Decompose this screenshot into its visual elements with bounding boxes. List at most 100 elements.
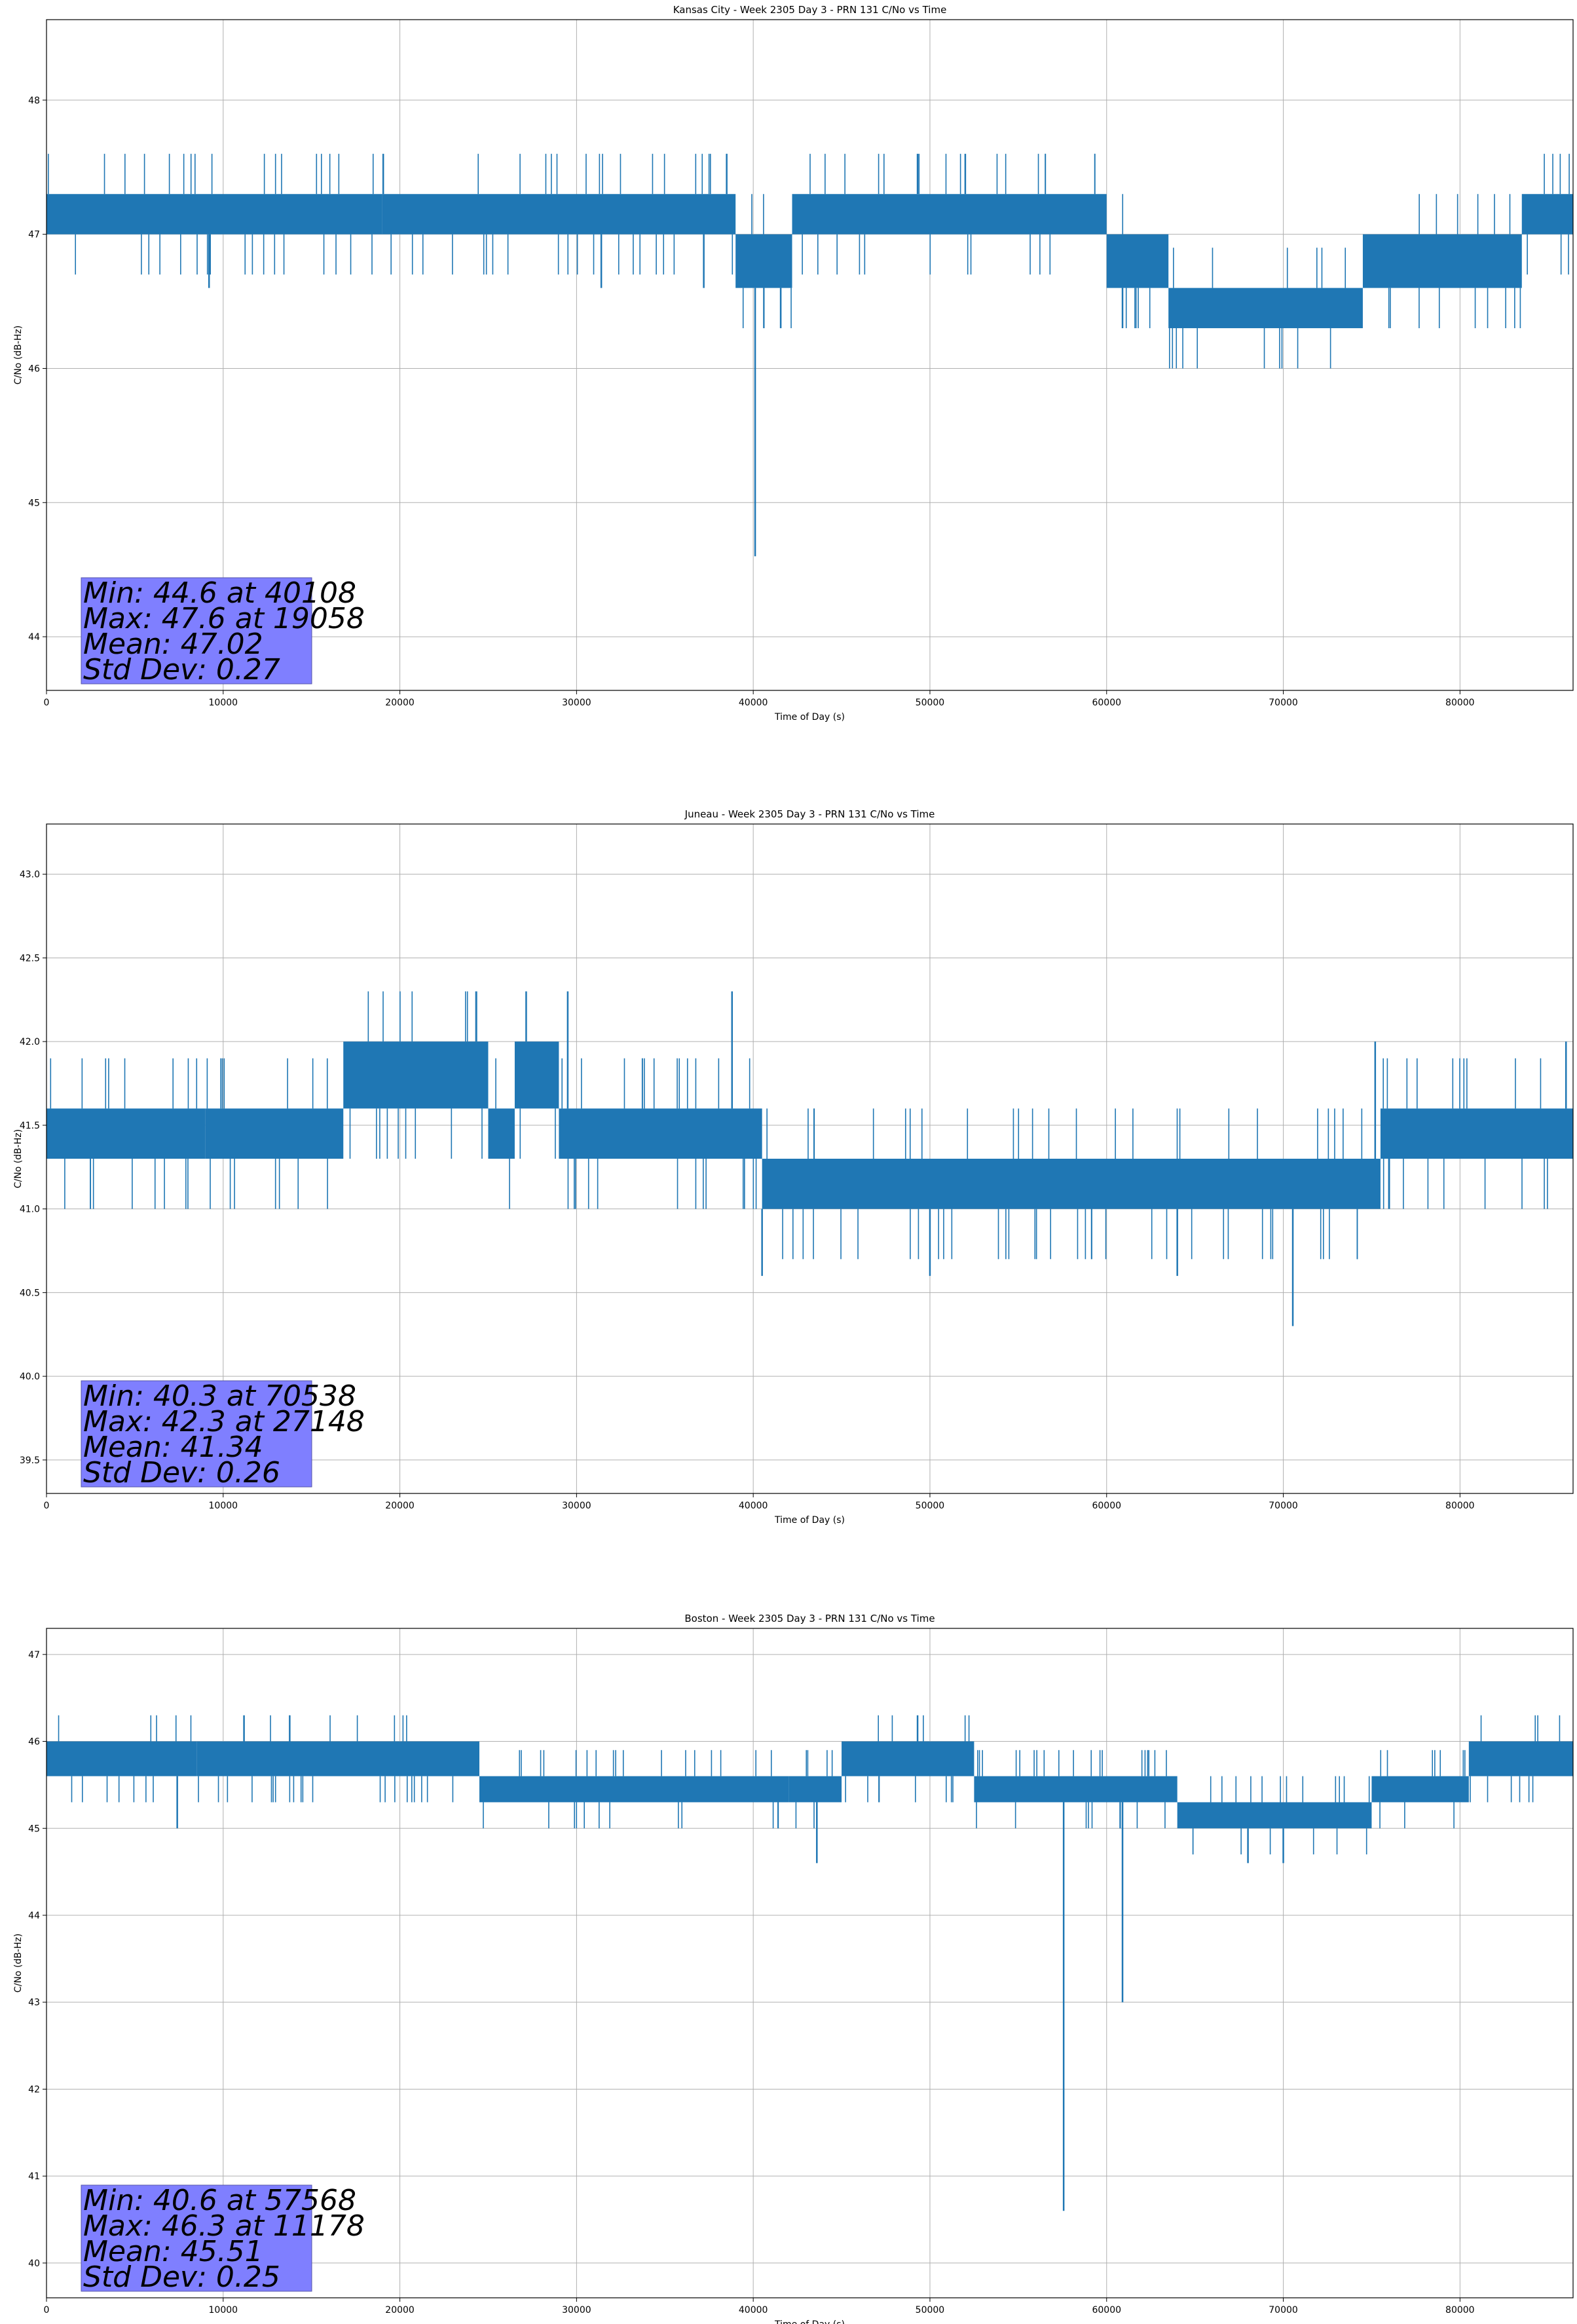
y-tick-label: 40.5 <box>20 1288 40 1298</box>
y-tick-label: 42.5 <box>20 953 40 964</box>
chart-title: Juneau - Week 2305 Day 3 - PRN 131 C/No … <box>684 808 935 820</box>
stat-std-dev: Std Dev: 0.25 <box>83 2260 280 2294</box>
x-tick-label: 30000 <box>562 1501 591 1511</box>
stat-max: Max: 42.3 at 27148 <box>83 1405 365 1438</box>
x-tick-label: 70000 <box>1269 2305 1298 2315</box>
signal-band <box>1371 1776 1469 1803</box>
data-series <box>46 153 1573 557</box>
y-tick-label: 39.5 <box>20 1455 40 1466</box>
x-tick-label: 80000 <box>1445 1501 1475 1511</box>
signal-band <box>205 1108 344 1159</box>
y-tick-label: 40.0 <box>20 1372 40 1382</box>
x-tick-label: 70000 <box>1269 1501 1298 1511</box>
x-tick-label: 30000 <box>562 698 591 708</box>
chart-title: Kansas City - Week 2305 Day 3 - PRN 131 … <box>673 4 947 16</box>
y-tick-label: 40 <box>28 2258 40 2269</box>
x-tick-label: 80000 <box>1445 698 1475 708</box>
signal-band <box>792 194 1107 234</box>
stat-mean: Mean: 41.34 <box>83 1431 263 1464</box>
y-tick-label: 41 <box>28 2171 40 2182</box>
x-tick-label: 50000 <box>916 698 945 708</box>
x-tick-label: 50000 <box>916 1501 945 1511</box>
x-tick-label: 20000 <box>385 1501 415 1511</box>
y-tick-label: 44 <box>28 632 40 643</box>
chart-title: Boston - Week 2305 Day 3 - PRN 131 C/No … <box>684 1613 935 1624</box>
x-tick-label: 20000 <box>385 698 415 708</box>
stats-box-background <box>81 577 312 684</box>
signal-band <box>1362 234 1522 288</box>
x-tick-label: 20000 <box>385 2305 415 2315</box>
y-tick-label: 45 <box>28 1824 40 1834</box>
plot-frame <box>46 19 1574 691</box>
y-axis-label: C/No (dB-Hz) <box>13 1934 24 1993</box>
chart-boston: 0 10000 20000 30000 40000 50000 60000 70000 8000… <box>13 1613 1574 2324</box>
x-tick-label: 10000 <box>209 2305 238 2315</box>
y-axis-label: C/No (dB-Hz) <box>13 326 24 384</box>
data-series <box>46 1715 1573 2211</box>
stat-min: Min: 40.6 at 57568 <box>83 2184 356 2217</box>
signal-band <box>382 194 736 234</box>
x-tick-label: 40000 <box>739 698 768 708</box>
x-tick-label: 70000 <box>1269 698 1298 708</box>
signal-band <box>46 1108 206 1159</box>
stat-mean: Mean: 45.51 <box>83 2235 263 2268</box>
x-tick-label: 60000 <box>1092 1501 1121 1511</box>
stat-mean: Mean: 47.02 <box>83 628 263 661</box>
x-tick-label: 10000 <box>209 698 238 708</box>
y-tick-label: 42 <box>28 2084 40 2095</box>
signal-band <box>559 1108 762 1159</box>
signal-band <box>788 1776 842 1803</box>
y-tick-label: 43.0 <box>20 870 40 880</box>
plot-frame <box>46 1628 1574 2298</box>
y-tick-label: 46 <box>28 364 40 374</box>
x-tick-label: 60000 <box>1092 698 1121 708</box>
x-axis-label: Time of Day (s) <box>774 712 845 722</box>
signal-band <box>479 1776 789 1803</box>
stat-std-dev: Std Dev: 0.26 <box>83 1456 280 1490</box>
y-axis-label: C/No (dB-Hz) <box>13 1129 24 1188</box>
signal-band <box>1106 234 1169 288</box>
stat-min: Min: 44.6 at 40108 <box>83 576 356 610</box>
plot-frame <box>46 823 1574 1494</box>
signal-band <box>762 1159 1381 1209</box>
y-tick-label: 42.0 <box>20 1037 40 1047</box>
y-tick-label: 46 <box>28 1737 40 1748</box>
signal-band <box>46 1741 197 1776</box>
y-tick-label: 45 <box>28 498 40 508</box>
y-tick-label: 47 <box>28 1650 40 1660</box>
signal-band <box>1468 1741 1573 1776</box>
signal-band <box>735 234 792 288</box>
x-axis-label: Time of Day (s) <box>774 2319 845 2324</box>
chart-juneau: 0 10000 20000 30000 40000 50000 60000 70000 8000… <box>13 808 1574 1526</box>
chart-kansas-city: 0 10000 20000 30000 40000 50000 60000 70000 8000… <box>13 4 1574 722</box>
x-tick-label: 0 <box>44 698 50 708</box>
signal-band <box>1168 288 1363 329</box>
signal-band <box>1521 194 1573 234</box>
y-tick-label: 41.0 <box>20 1205 40 1215</box>
y-tick-label: 44 <box>28 1911 40 1921</box>
stats-box-background <box>81 2184 312 2292</box>
x-tick-label: 0 <box>44 1501 50 1511</box>
y-tick-label: 43 <box>28 1998 40 2008</box>
x-tick-label: 60000 <box>1092 2305 1121 2315</box>
x-tick-label: 30000 <box>562 2305 591 2315</box>
x-tick-label: 40000 <box>739 2305 768 2315</box>
signal-band <box>842 1741 974 1776</box>
x-tick-label: 0 <box>44 2305 50 2315</box>
signal-band <box>196 1741 479 1776</box>
y-tick-label: 48 <box>28 96 40 106</box>
signal-band <box>343 1041 489 1109</box>
stat-max: Max: 47.6 at 19058 <box>83 602 365 635</box>
data-series <box>46 991 1573 1326</box>
stat-std-dev: Std Dev: 0.27 <box>83 653 280 686</box>
signal-band <box>1177 1802 1372 1829</box>
y-tick-label: 41.5 <box>20 1121 40 1131</box>
x-tick-label: 40000 <box>739 1501 768 1511</box>
signal-band <box>46 194 382 234</box>
x-tick-label: 80000 <box>1445 2305 1475 2315</box>
y-tick-label: 47 <box>28 230 40 240</box>
